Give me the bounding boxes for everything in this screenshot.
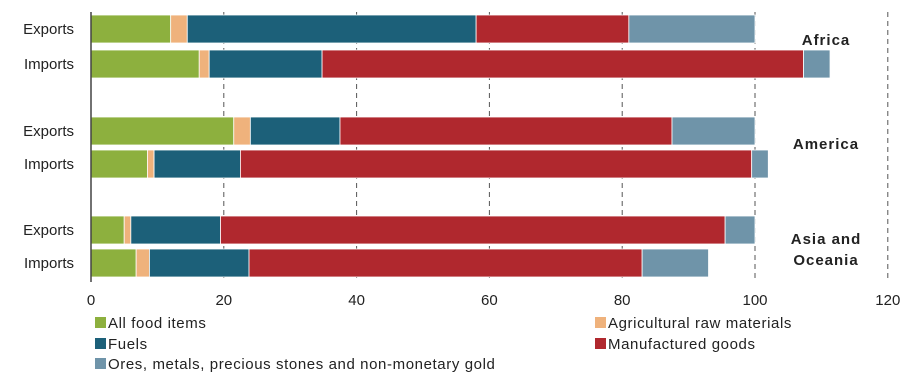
row-label: Imports bbox=[24, 156, 74, 173]
legend-label: Fuels bbox=[108, 336, 148, 353]
bar-segment bbox=[751, 149, 769, 179]
bar-segment bbox=[130, 215, 221, 245]
bar-segment bbox=[233, 116, 251, 146]
bar-segment bbox=[724, 215, 756, 245]
bar-segment bbox=[149, 248, 250, 278]
bar-segment bbox=[208, 49, 323, 79]
legend-label: Agricultural raw materials bbox=[608, 315, 792, 332]
row-label: Exports bbox=[23, 222, 74, 239]
row-label: Imports bbox=[24, 255, 74, 272]
bar-segment bbox=[90, 215, 125, 245]
bar-segment bbox=[90, 149, 148, 179]
x-tick-label: 80 bbox=[614, 292, 631, 309]
bar-segment bbox=[135, 248, 150, 278]
row-label: Imports bbox=[24, 56, 74, 73]
legend-swatch bbox=[95, 358, 106, 369]
bar-segment bbox=[239, 149, 753, 179]
bar-segment bbox=[641, 248, 709, 278]
bar-segment bbox=[198, 49, 210, 79]
bar-segment bbox=[249, 116, 341, 146]
bar-segment bbox=[90, 14, 172, 44]
group-label: Oceania bbox=[793, 252, 858, 269]
group-label: America bbox=[793, 136, 859, 153]
bar-segment bbox=[123, 215, 132, 245]
group-labels: Africa America Asia and Oceania bbox=[791, 32, 862, 269]
legend-swatch bbox=[95, 317, 106, 328]
legend-swatch bbox=[95, 338, 106, 349]
x-tick-label: 20 bbox=[215, 292, 232, 309]
x-tick-label: 60 bbox=[481, 292, 498, 309]
row-label: Exports bbox=[23, 21, 74, 38]
x-tick-label: 0 bbox=[87, 292, 95, 309]
legend-label: Manufactured goods bbox=[608, 336, 756, 353]
bar-segment bbox=[90, 116, 235, 146]
bar-segment bbox=[475, 14, 630, 44]
bar-segment bbox=[186, 14, 477, 44]
x-tick-label: 100 bbox=[742, 292, 767, 309]
bar-segment bbox=[220, 215, 726, 245]
bar-segment bbox=[90, 248, 137, 278]
bar-segment bbox=[153, 149, 241, 179]
bar-segment bbox=[147, 149, 155, 179]
row-labels: Exports Imports Exports Imports Exports Impor… bbox=[23, 21, 74, 272]
x-tick-label: 120 bbox=[875, 292, 900, 309]
bar-segment bbox=[170, 14, 188, 44]
bar-segment bbox=[628, 14, 756, 44]
legend-swatch bbox=[595, 338, 606, 349]
legend-label: All food items bbox=[108, 315, 206, 332]
legend-swatch bbox=[595, 317, 606, 328]
bar-segment bbox=[321, 49, 804, 79]
bars bbox=[90, 14, 831, 278]
x-axis-ticks: 0 20 40 60 80 100 120 bbox=[87, 292, 900, 309]
x-tick-label: 40 bbox=[348, 292, 365, 309]
bar-segment bbox=[803, 49, 831, 79]
group-label: Africa bbox=[802, 32, 851, 49]
bar-segment bbox=[248, 248, 643, 278]
legend-label: Ores, metals, precious stones and non-mo… bbox=[108, 356, 495, 373]
bar-segment bbox=[90, 49, 200, 79]
legend: All food items Agricultural raw materials… bbox=[95, 315, 792, 373]
group-label: Asia and bbox=[791, 231, 862, 248]
row-label: Exports bbox=[23, 123, 74, 140]
bar-segment bbox=[339, 116, 673, 146]
bar-segment bbox=[671, 116, 756, 146]
